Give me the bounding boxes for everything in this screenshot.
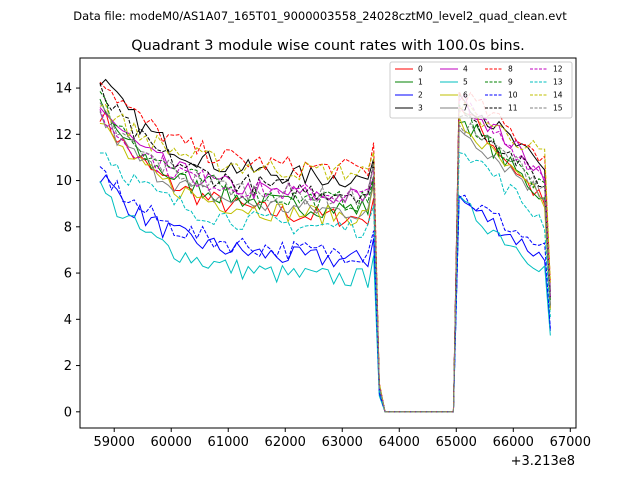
legend-label-14: 14	[553, 91, 563, 100]
legend-box	[389, 61, 573, 119]
legend-label-2: 2	[418, 91, 423, 100]
series-line-7	[99, 111, 551, 413]
suptitle: Data file: modeM0/AS1A07_165T01_90000035…	[73, 9, 567, 23]
y-tick-label: 6	[64, 267, 72, 282]
y-tick-label: 12	[55, 128, 72, 143]
series-line-15	[99, 102, 551, 413]
x-tick-label: 62000	[265, 435, 306, 450]
x-tick-label: 66000	[493, 435, 534, 450]
legend-label-5: 5	[463, 78, 468, 87]
y-tick-label: 8	[64, 220, 72, 235]
legend-label-6: 6	[463, 91, 468, 100]
x-axis: 59000 60000 61000 62000 63000 64000 65000 66000…	[94, 428, 591, 450]
plot-frame	[79, 57, 577, 429]
legend-label-1: 1	[418, 78, 423, 87]
y-tick-label: 2	[64, 359, 72, 374]
legend-label-13: 13	[553, 78, 563, 87]
series-line-8	[99, 81, 551, 413]
x-tick-label: 65000	[436, 435, 477, 450]
legend-label-7: 7	[463, 104, 468, 113]
x-tick-label: 67000	[550, 435, 591, 450]
x-tick-label: 60000	[151, 435, 192, 450]
chart-title: Quadrant 3 module wise count rates with …	[131, 38, 525, 54]
x-offset-text: +3.213e8	[511, 454, 575, 469]
legend-label-11: 11	[508, 104, 518, 113]
legend-label-9: 9	[508, 78, 513, 87]
legend-label-4: 4	[463, 65, 468, 74]
legend-label-10: 10	[508, 91, 518, 100]
y-tick-label: 10	[55, 174, 72, 189]
y-axis: 0 2 4 6 8 10 12 14	[55, 82, 80, 420]
series-line-6	[99, 116, 551, 413]
series-line-2	[99, 174, 551, 413]
series-line-11	[99, 82, 551, 413]
x-tick-label: 63000	[322, 435, 363, 450]
legend-label-0: 0	[418, 65, 423, 74]
x-tick-label: 59000	[94, 435, 135, 450]
legend-label-8: 8	[508, 65, 513, 74]
y-tick-label: 4	[64, 313, 72, 328]
x-tick-label: 61000	[208, 435, 249, 450]
y-tick-label: 14	[55, 82, 72, 97]
y-tick-label: 0	[64, 405, 72, 420]
legend-label-12: 12	[553, 65, 563, 74]
plot-lines	[99, 78, 551, 413]
series-line-5	[99, 180, 551, 413]
legend-label-3: 3	[418, 104, 423, 113]
series-line-12	[99, 102, 551, 413]
x-tick-label: 64000	[379, 435, 420, 450]
series-line-13	[99, 152, 551, 413]
legend-label-15: 15	[553, 104, 563, 113]
series-line-4	[99, 93, 551, 413]
series-line-14	[99, 102, 551, 413]
series-line-10	[99, 166, 551, 413]
series-line-1	[99, 98, 551, 413]
series-line-3	[99, 78, 551, 413]
